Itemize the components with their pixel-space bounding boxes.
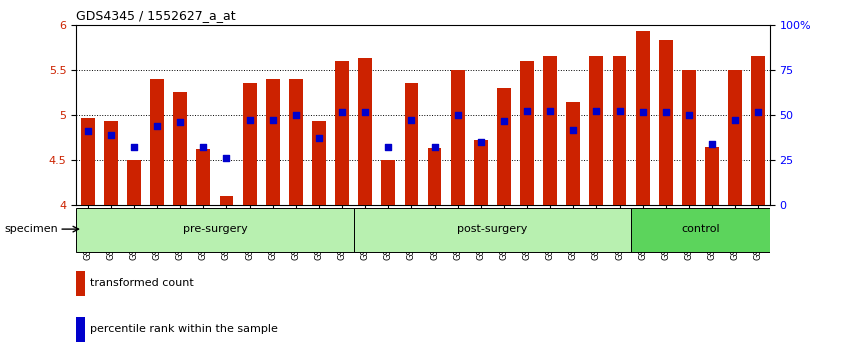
Bar xyxy=(520,61,534,205)
Point xyxy=(543,108,557,113)
Point xyxy=(451,112,464,118)
Bar xyxy=(312,121,326,205)
Bar xyxy=(104,121,118,205)
Text: transformed count: transformed count xyxy=(90,278,194,288)
Bar xyxy=(358,58,372,205)
Bar xyxy=(404,84,419,205)
Bar xyxy=(613,56,627,205)
Point xyxy=(497,119,511,124)
Point xyxy=(104,132,118,138)
Bar xyxy=(705,147,719,205)
Bar xyxy=(682,70,696,205)
Bar xyxy=(728,70,742,205)
Point xyxy=(728,117,742,122)
Text: post-surgery: post-surgery xyxy=(457,224,528,234)
Point xyxy=(751,109,765,115)
Text: GDS4345 / 1552627_a_at: GDS4345 / 1552627_a_at xyxy=(76,9,236,22)
Text: percentile rank within the sample: percentile rank within the sample xyxy=(90,324,277,334)
Point xyxy=(81,129,95,134)
Point xyxy=(220,155,233,161)
Bar xyxy=(451,70,464,205)
Point xyxy=(127,144,140,149)
Point xyxy=(404,117,418,122)
Point xyxy=(359,109,372,115)
Point xyxy=(636,109,650,115)
Point xyxy=(266,117,279,122)
Bar xyxy=(150,79,164,205)
Bar xyxy=(590,56,603,205)
FancyBboxPatch shape xyxy=(76,208,354,252)
Point xyxy=(382,144,395,149)
Point xyxy=(312,135,326,141)
Point xyxy=(706,141,719,147)
Point xyxy=(659,109,673,115)
Bar xyxy=(474,140,488,205)
Bar xyxy=(659,40,673,205)
Point xyxy=(520,108,534,113)
Text: specimen: specimen xyxy=(4,224,58,234)
Point xyxy=(151,123,164,129)
Bar xyxy=(219,196,233,205)
Bar xyxy=(196,149,211,205)
Point xyxy=(613,108,626,113)
Point xyxy=(474,139,487,145)
FancyBboxPatch shape xyxy=(354,208,631,252)
Bar xyxy=(76,317,85,342)
Point xyxy=(567,127,580,133)
Bar xyxy=(635,31,650,205)
Bar xyxy=(751,56,766,205)
FancyBboxPatch shape xyxy=(631,208,770,252)
Bar xyxy=(76,271,85,296)
Bar xyxy=(80,118,95,205)
Bar xyxy=(243,84,256,205)
Bar xyxy=(335,61,349,205)
Bar xyxy=(497,88,511,205)
Point xyxy=(289,112,303,118)
Point xyxy=(335,109,349,115)
Bar xyxy=(566,102,580,205)
Bar xyxy=(427,148,442,205)
Text: control: control xyxy=(681,224,720,234)
Point xyxy=(173,119,187,125)
Bar xyxy=(288,79,303,205)
Bar xyxy=(543,56,558,205)
Point xyxy=(590,108,603,113)
Bar xyxy=(382,160,395,205)
Bar xyxy=(127,160,141,205)
Point xyxy=(428,144,442,149)
Text: pre-surgery: pre-surgery xyxy=(183,224,247,234)
Bar xyxy=(266,79,280,205)
Point xyxy=(243,117,256,122)
Bar xyxy=(173,92,187,205)
Point xyxy=(682,112,695,118)
Point xyxy=(196,144,210,149)
